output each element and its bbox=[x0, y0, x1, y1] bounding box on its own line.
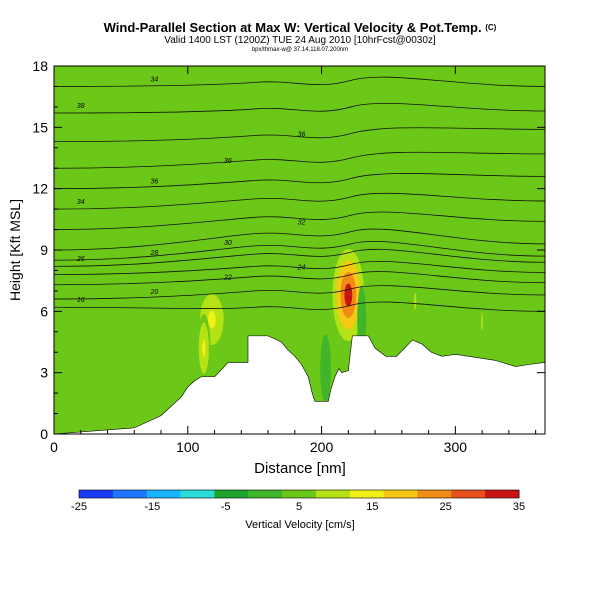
colorbar-swatch bbox=[282, 490, 317, 498]
x-tick-label: 0 bbox=[50, 439, 58, 455]
isentrope-line bbox=[54, 240, 545, 261]
chart-title-text: Wind-Parallel Section at Max W: Vertical… bbox=[103, 20, 482, 35]
colorbar-frame bbox=[78, 489, 520, 499]
y-tick-label: 12 bbox=[32, 181, 48, 197]
x-tick-label: 300 bbox=[444, 439, 468, 455]
isentrope-line bbox=[54, 102, 545, 114]
isentrope-label: 36 bbox=[298, 132, 306, 139]
y-tick-label: 15 bbox=[32, 119, 48, 135]
velocity-cell bbox=[202, 339, 206, 357]
colorbar-swatch bbox=[451, 490, 486, 498]
colorbar-tick-label: -5 bbox=[221, 501, 231, 513]
velocity-cell bbox=[414, 292, 417, 310]
isentrope-label: 22 bbox=[223, 275, 232, 282]
isentrope-label: 38 bbox=[77, 103, 85, 110]
colorbar-swatch bbox=[146, 490, 182, 498]
isentrope-line bbox=[54, 248, 545, 267]
isentrope-label: 32 bbox=[298, 219, 306, 226]
y-tick-label: 18 bbox=[32, 58, 48, 74]
colorbar-tick-label: 35 bbox=[513, 501, 525, 513]
y-tick-label: 9 bbox=[40, 242, 48, 258]
isentrope-label: 34 bbox=[77, 199, 85, 206]
isentrope-line bbox=[54, 301, 545, 312]
x-axis-label: Distance [nm] bbox=[254, 460, 346, 477]
isentrope-label: 20 bbox=[149, 289, 158, 296]
chart-subtitle: Valid 1400 LST (1200Z) TUE 24 Aug 2010 [… bbox=[164, 35, 436, 46]
chart-subsubtitle: bpx/thmax-w@ 37.14,118.07,200nm bbox=[251, 47, 349, 53]
chart-title-block: Wind-Parallel Section at Max W: Vertical… bbox=[0, 20, 600, 54]
isentrope-label: 16 bbox=[77, 297, 85, 304]
terrain-layer bbox=[54, 335, 545, 434]
chart-title-mark: (C) bbox=[485, 23, 497, 32]
velocity-cell bbox=[207, 311, 216, 329]
y-tick-label: 0 bbox=[40, 426, 48, 442]
velocity-cell bbox=[481, 313, 484, 331]
isentrope-line bbox=[54, 76, 545, 87]
y-axis-label: Height [Kft MSL] bbox=[7, 199, 23, 301]
colorbar: -25 -15 -5 5 15 25 35 bbox=[71, 489, 525, 513]
y-tick-label: 3 bbox=[40, 365, 48, 381]
velocity-cell bbox=[360, 311, 363, 329]
velocity-cell bbox=[324, 360, 327, 378]
isentrope-label: 24 bbox=[297, 264, 306, 271]
isentrope-line bbox=[54, 211, 545, 230]
colorbar-swatch bbox=[417, 490, 452, 498]
colorbar-tick-label: -15 bbox=[144, 501, 160, 513]
colorbar-swatch bbox=[315, 490, 351, 498]
colorbar-tick-label: 5 bbox=[296, 501, 302, 513]
isentrope-line bbox=[54, 260, 545, 275]
isentrope-line bbox=[54, 173, 545, 190]
colorbar-swatch bbox=[112, 490, 148, 498]
isentrope-line bbox=[54, 151, 545, 169]
colorbar-tick-label: 15 bbox=[366, 501, 378, 513]
isentrope-label: 36 bbox=[150, 179, 158, 186]
isentrope-line bbox=[54, 192, 545, 210]
colorbar-tick-label: 25 bbox=[440, 501, 452, 513]
colorbar-swatch bbox=[180, 490, 215, 498]
x-tick-label: 200 bbox=[310, 439, 334, 455]
colorbar-swatch bbox=[214, 490, 249, 498]
colorbar-swatch bbox=[485, 490, 520, 498]
isentrope-line bbox=[54, 285, 545, 300]
x-tick-label: 100 bbox=[176, 439, 200, 455]
velocity-cell bbox=[344, 283, 353, 307]
isentrope-label: 36 bbox=[224, 158, 232, 165]
colorbar-swatch bbox=[79, 490, 114, 498]
isentrope-label: 30 bbox=[224, 240, 232, 247]
isentrope-line bbox=[54, 271, 545, 286]
colorbar-tick-label: -25 bbox=[71, 501, 87, 513]
terrain-mask bbox=[54, 335, 545, 434]
isentrope-label: 28 bbox=[149, 250, 158, 257]
chart-title: Wind-Parallel Section at Max W: Vertical… bbox=[0, 20, 600, 35]
colorbar-swatch bbox=[383, 490, 418, 498]
colorbar-swatch bbox=[349, 490, 385, 498]
isentrope-line bbox=[54, 127, 545, 143]
colorbar-swatch bbox=[248, 490, 283, 498]
y-tick-label: 6 bbox=[40, 303, 48, 319]
colorbar-label: Vertical Velocity [cm/s] bbox=[245, 519, 354, 531]
isentrope-label: 34 bbox=[150, 76, 158, 83]
isentrope-line bbox=[54, 228, 545, 251]
